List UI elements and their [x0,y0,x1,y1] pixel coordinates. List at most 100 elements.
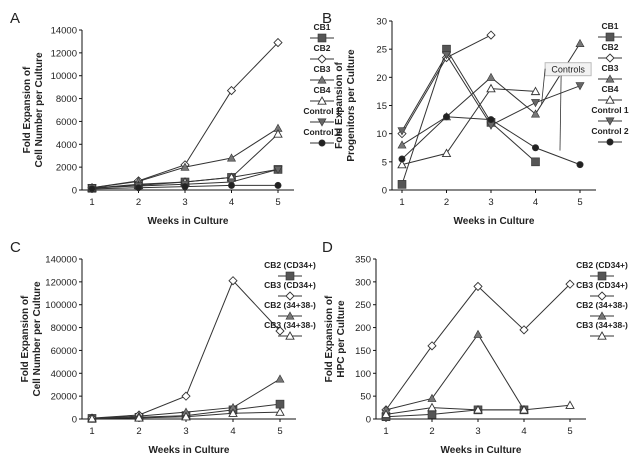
legend-label: CB2 (CD34+) [264,260,316,270]
legend-marker [605,32,615,42]
y-tick-label: 12000 [51,48,77,59]
legend-label: Control 2 [591,126,629,136]
data-point [273,129,283,138]
y-axis-label: Cell Number per Culture [34,52,45,167]
data-point [441,148,452,158]
y-axis-label: Fold Expansion of [20,295,31,382]
legend: CB1 CB2 CB3 CB4 Control 1 Control 2 [591,21,629,146]
data-point [427,341,437,351]
data-point [397,140,407,149]
data-point [442,113,450,121]
y-tick-label: 15 [376,101,387,112]
data-point [530,86,541,96]
legend-marker [285,291,295,301]
y-tick-label: 40000 [51,369,77,380]
y-tick-label: 2000 [56,163,77,174]
y-axis-label: Fold Expansion of [334,62,345,149]
legend-marker [597,291,607,301]
annotation-arrow [559,75,562,151]
x-tick-label: 3 [183,426,188,437]
data-point [181,183,189,191]
data-point [226,85,237,96]
y-tick-label: 100 [355,369,371,380]
x-tick-label: 2 [444,197,449,208]
y-tick-label: 300 [355,277,371,288]
data-point [441,51,452,60]
series-control-2 [398,113,584,169]
data-point [473,404,483,414]
data-point [228,181,236,189]
annotation-text: Controls [551,65,585,75]
data-point [275,374,285,383]
y-tick-label: 25 [376,45,387,56]
y-tick-label: 0 [382,186,387,197]
series-control-1 [397,51,585,136]
legend-label: CB2 [601,42,618,52]
data-point [275,399,285,409]
x-tick-label: 2 [429,426,434,437]
legend-label: CB1 [601,21,618,31]
legend: CB2 (CD34+) CB3 (CD34+) CB2 (34+38-) CB3 (3… [264,260,316,340]
x-axis-label: Weeks in Culture [148,216,229,227]
x-tick-label: 4 [230,426,235,437]
y-tick-label: 0 [72,415,77,426]
data-point [274,181,282,189]
legend-label: Control 1 [591,105,629,115]
legend-marker [317,54,327,64]
x-tick-label: 1 [89,197,94,208]
x-tick-label: 5 [277,426,282,437]
series-line [385,283,571,411]
y-tick-label: 4000 [56,140,77,151]
legend-marker [317,33,327,43]
data-point [473,329,483,338]
data-point [575,82,585,91]
x-tick-label: 5 [577,197,582,208]
x-tick-label: 3 [182,197,187,208]
data-point [397,159,407,169]
y-tick-label: 20 [376,73,387,84]
y-axis-label: Progenitors per Culture [346,49,357,162]
data-point [576,161,584,169]
data-point [531,144,539,152]
x-tick-label: 2 [136,197,141,208]
data-point [273,37,283,48]
y-axis-label: HPC per Culture [336,300,347,378]
data-point [88,185,96,193]
legend: CB1 CB2 CB3 CB4 Control 1 Control 2 [303,22,341,147]
panel-letter: B [322,10,332,27]
data-point [135,184,143,192]
legend-label: CB2 [313,43,330,53]
y-tick-label: 80000 [51,323,77,334]
legend-marker [597,271,607,281]
series-cb2-cd34- [381,405,529,422]
x-tick-label: 1 [399,197,404,208]
legend-marker [285,331,295,340]
legend-label: CB4 [313,85,330,95]
legend-label: CB3 (34+38-) [576,320,628,330]
x-tick-label: 4 [533,197,538,208]
legend-marker [606,138,614,146]
y-tick-label: 120000 [45,277,77,288]
data-point [181,391,191,401]
legend-marker [605,53,615,63]
legend-label: CB3 (CD34+) [576,280,628,290]
legend-label: CB3 [313,64,330,74]
legend-marker [605,117,615,126]
series-cb3-34-38- [381,400,575,419]
x-axis-label: Weeks in Culture [454,216,535,227]
legend-marker [597,331,607,340]
annotation-arrow [541,68,546,105]
legend-label: Control 2 [303,127,341,137]
y-tick-label: 5 [382,157,387,168]
legend-marker [317,96,327,105]
legend-label: CB2 (34+38-) [264,300,316,310]
data-point [181,411,191,421]
series-cb1 [397,44,540,189]
data-point [397,180,407,189]
y-tick-label: 30 [376,17,387,28]
y-tick-label: 14000 [51,26,77,37]
x-tick-label: 4 [229,197,234,208]
legend-marker [605,74,615,83]
y-tick-label: 20000 [51,392,77,403]
legend-label: Control 1 [303,106,341,116]
